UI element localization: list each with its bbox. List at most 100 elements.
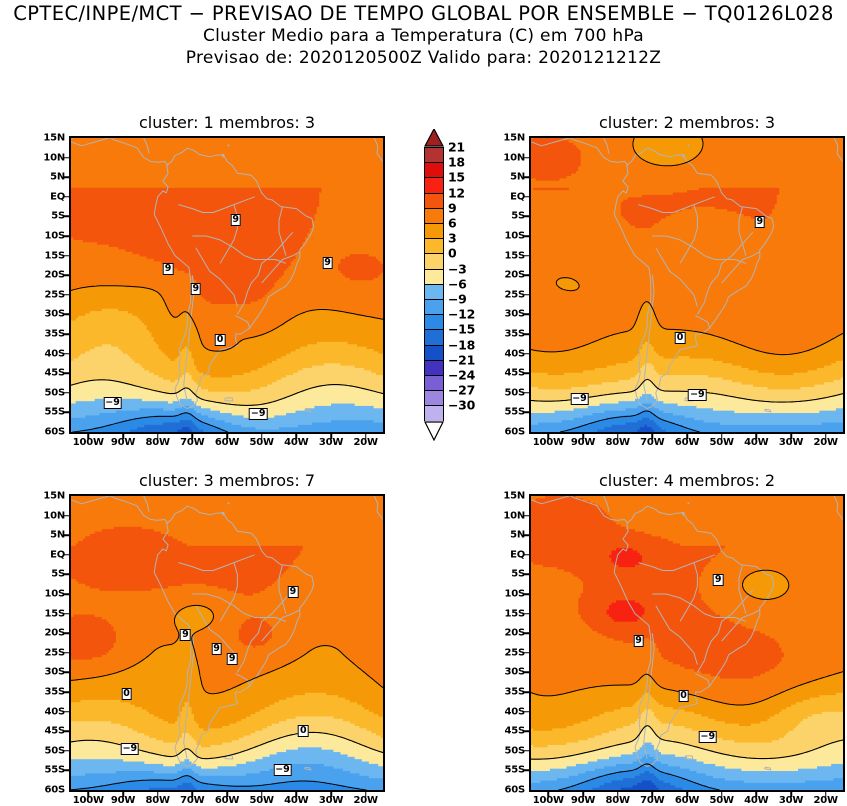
x-axis-tick-label: 80W xyxy=(605,795,631,806)
y-axis-tick-mark xyxy=(524,215,529,218)
colorbar-band xyxy=(424,283,444,300)
colorbar-band xyxy=(424,359,444,376)
x-axis-tick-mark xyxy=(330,434,332,439)
contour-label: 9 xyxy=(712,574,724,587)
x-axis-tick-mark xyxy=(87,434,90,439)
x-axis-tick-label: 30W xyxy=(778,795,804,806)
y-axis-tick-label: 15S xyxy=(44,608,65,620)
colorbar-band xyxy=(424,344,444,361)
y-axis-tick-mark xyxy=(524,294,529,296)
colorbar-tick-label: −18 xyxy=(448,337,475,353)
colorbar-band xyxy=(424,207,444,224)
y-axis-tick-label: EQ xyxy=(50,191,65,203)
y-axis-tick-label: 5S xyxy=(511,210,525,222)
y-axis-tick-label: 15N xyxy=(43,490,65,502)
x-axis-tick-mark xyxy=(582,434,584,439)
y-axis-tick-label: 40S xyxy=(44,348,65,360)
x-axis-tick-mark xyxy=(790,792,792,797)
y-axis-tick-label: 5S xyxy=(51,210,65,222)
x-axis-tick-mark xyxy=(547,434,550,439)
colorbar-band xyxy=(424,390,444,406)
map-panel-cluster-2: cluster: 2 membros: 3 9 0 −9 −9 15N 10N 5N EQ 5S 1… xyxy=(503,113,845,448)
x-axis-tick-mark xyxy=(226,434,228,439)
x-axis-tick-label: 30W xyxy=(318,437,344,448)
contour-label: 0 xyxy=(678,689,689,702)
y-axis-tick-label: 10S xyxy=(504,588,525,600)
y-axis-tick-label: 35S xyxy=(44,686,65,698)
colorbar-band xyxy=(424,238,444,254)
x-axis-tick-label: 20W xyxy=(813,437,839,448)
y-axis-tick-label: 20S xyxy=(44,269,65,281)
contour-label: 9 xyxy=(633,635,644,647)
contour-label: 9 xyxy=(226,652,238,665)
y-axis-tick-mark xyxy=(64,554,69,556)
contour-label: −9 xyxy=(698,731,718,744)
x-axis-tick-label: 90W xyxy=(110,795,136,806)
x-axis-tick-label: 70W xyxy=(640,795,665,806)
x-axis-tick-mark xyxy=(616,434,619,439)
x-axis-tick-label: 70W xyxy=(180,437,205,448)
y-axis-tick-label: 5S xyxy=(51,568,65,580)
y-axis-tick-label: 10S xyxy=(504,230,525,242)
y-axis-tick-mark xyxy=(64,710,69,713)
x-axis-tick-label: 100W xyxy=(532,437,564,448)
x-axis-tick-mark xyxy=(364,434,367,439)
y-axis-tick-label: 25S xyxy=(44,289,65,301)
header-line-product: CPTEC/INPE/MCT − PREVISAO DE TEMPO GLOBA… xyxy=(13,2,834,25)
y-axis-tick-mark xyxy=(524,196,529,198)
colorbar-under-arrow-icon xyxy=(424,420,444,441)
colorbar-tick-label: −30 xyxy=(448,397,475,413)
contour-label: −9 xyxy=(248,408,268,421)
y-axis-tick-label: 20S xyxy=(504,627,525,639)
y-axis-tick-mark xyxy=(524,769,529,772)
y-axis-tick-label: 30S xyxy=(44,308,65,320)
y-axis-tick-label: 40S xyxy=(504,706,525,718)
x-axis-tick-label: 30W xyxy=(778,437,804,448)
colorbar-tick-label: −3 xyxy=(448,261,467,277)
y-axis-tick-mark xyxy=(64,750,69,752)
y-axis-tick-label: 25S xyxy=(504,289,525,301)
colorbar-tick-label: 21 xyxy=(448,139,465,155)
y-axis-tick-mark xyxy=(64,593,69,595)
y-axis-tick-mark xyxy=(524,411,529,414)
y-axis-tick-mark xyxy=(524,554,529,556)
header-line-times: Previsao de: 2020120500Z Valido para: 20… xyxy=(185,48,662,68)
colorbar-band xyxy=(424,253,444,270)
x-axis-tick-label: 90W xyxy=(570,795,596,806)
y-axis-tick-mark xyxy=(64,691,69,693)
y-axis-tick-mark xyxy=(64,534,69,536)
y-axis-tick-mark xyxy=(64,671,69,674)
y-axis-tick-mark xyxy=(524,514,529,517)
y-axis-tick-label: 10N xyxy=(43,510,65,522)
y-axis-tick-label: 15S xyxy=(44,250,65,262)
colorbar-tick-label: 0 xyxy=(448,245,457,261)
contour-label: 0 xyxy=(121,688,132,700)
y-axis-tick-mark xyxy=(524,313,529,316)
y-axis-tick-mark xyxy=(524,254,529,257)
y-axis-tick-mark xyxy=(524,352,529,355)
y-axis-tick-label: 10N xyxy=(43,152,65,164)
colorbar-band xyxy=(424,329,444,346)
colorbar-tick-label: 3 xyxy=(448,230,457,246)
map-panel-cluster-4: cluster: 4 membros: 2 9 9 0 −9 15N 10N 5N EQ 5S 10… xyxy=(503,471,845,806)
colorbar-tick-label: −15 xyxy=(448,321,475,337)
colorbar-tick-label: −27 xyxy=(448,382,475,398)
x-axis-tick-mark xyxy=(191,792,194,797)
y-axis-tick-mark xyxy=(524,372,529,374)
contour-label: −9 xyxy=(688,388,707,401)
y-axis-tick-mark xyxy=(64,411,69,414)
y-axis-tick-mark xyxy=(64,392,69,394)
x-axis-tick-label: 20W xyxy=(353,437,379,448)
y-axis-tick-label: 35S xyxy=(504,328,525,340)
y-axis-tick-label: 15S xyxy=(504,608,525,620)
x-axis-tick-mark xyxy=(260,792,263,797)
contour-label: 0 xyxy=(297,725,309,738)
y-axis-tick-label: 15N xyxy=(503,132,525,144)
y-axis-tick-mark xyxy=(64,632,69,634)
y-axis-tick-label: 60S xyxy=(504,784,525,796)
colorbar-tick-label: −21 xyxy=(448,352,475,368)
x-axis-tick-mark xyxy=(260,434,263,439)
x-axis-tick-mark xyxy=(686,434,688,439)
x-axis-tick-label: 50W xyxy=(249,795,275,806)
y-axis-tick-label: 60S xyxy=(44,784,65,796)
